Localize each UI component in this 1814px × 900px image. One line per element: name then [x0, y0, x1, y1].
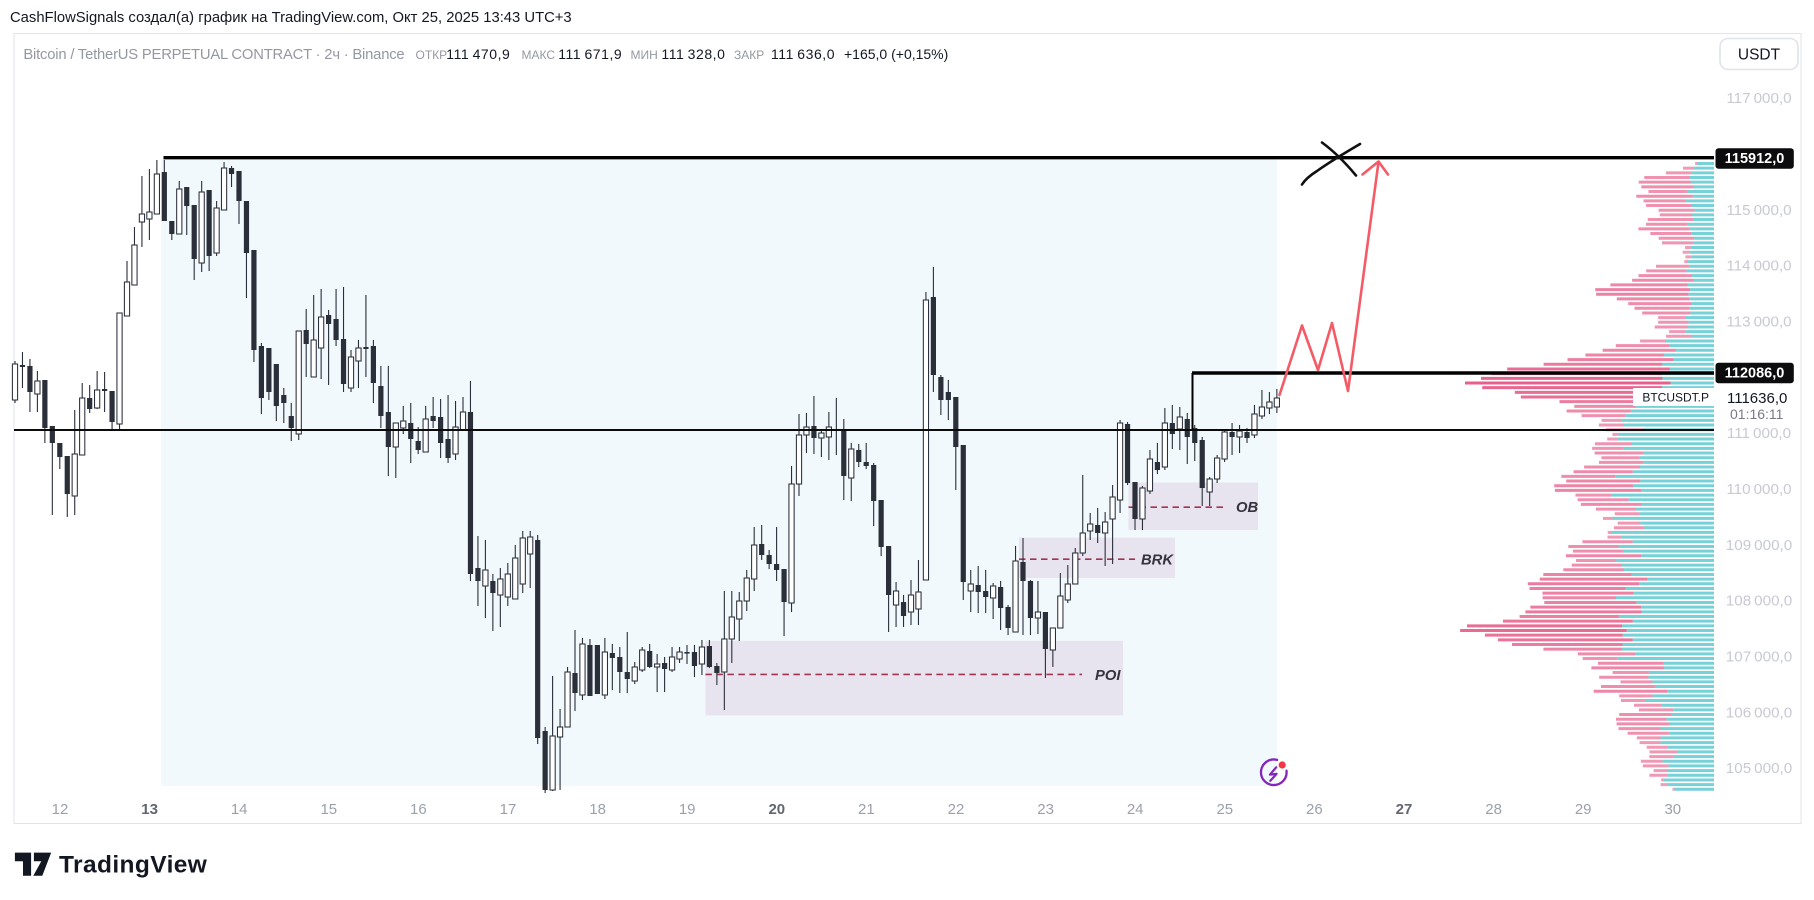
svg-text:30: 30	[1664, 801, 1681, 818]
svg-text:01:16:11: 01:16:11	[1730, 406, 1784, 422]
svg-text:107 000,0: 107 000,0	[1726, 649, 1792, 666]
svg-text:МИН: МИН	[631, 48, 658, 62]
svg-text:20: 20	[768, 801, 785, 818]
svg-text:24: 24	[1127, 801, 1144, 818]
svg-text:111 328,0: 111 328,0	[661, 46, 725, 62]
svg-text:111636,0: 111636,0	[1727, 390, 1787, 407]
svg-text:BRK: BRK	[1141, 553, 1174, 569]
svg-text:19: 19	[679, 801, 696, 818]
svg-text:113 000,0: 113 000,0	[1726, 314, 1791, 331]
svg-text:Bitcoin / TetherUS PERPETUAL C: Bitcoin / TetherUS PERPETUAL CONTRACT · …	[23, 47, 404, 63]
svg-text:106 000,0: 106 000,0	[1726, 704, 1792, 721]
svg-text:21: 21	[858, 801, 875, 818]
svg-text:POI: POI	[1095, 668, 1121, 684]
svg-text:115 000,0: 115 000,0	[1726, 202, 1791, 219]
svg-text:ОТКР: ОТКР	[416, 48, 448, 62]
svg-text:26: 26	[1306, 801, 1323, 818]
svg-text:114 000,0: 114 000,0	[1726, 258, 1791, 275]
svg-text:108 000,0: 108 000,0	[1726, 593, 1792, 610]
svg-text:112086,0: 112086,0	[1725, 366, 1785, 382]
svg-text:27: 27	[1396, 801, 1413, 818]
svg-text:110 000,0: 110 000,0	[1726, 481, 1791, 498]
svg-text:111 470,9: 111 470,9	[446, 46, 510, 62]
svg-text:22: 22	[948, 801, 965, 818]
svg-text:OB: OB	[1236, 500, 1259, 516]
svg-text:115912,0: 115912,0	[1725, 151, 1785, 167]
svg-text:ЗАКР: ЗАКР	[734, 48, 764, 62]
svg-text:117 000,0: 117 000,0	[1726, 90, 1791, 107]
svg-text:13: 13	[141, 801, 158, 818]
svg-text:14: 14	[231, 801, 248, 818]
svg-text:111 671,9: 111 671,9	[558, 46, 622, 62]
svg-text:105 000,0: 105 000,0	[1726, 760, 1792, 777]
svg-text:111 636,0: 111 636,0	[771, 46, 835, 62]
svg-text:18: 18	[589, 801, 606, 818]
svg-text:17: 17	[500, 801, 517, 818]
svg-text:МАКС: МАКС	[522, 48, 556, 62]
svg-text:15: 15	[320, 801, 337, 818]
svg-text:+165,0 (+0,15%): +165,0 (+0,15%)	[844, 46, 948, 62]
svg-text:CashFlowSignals создал(а) граф: CashFlowSignals создал(а) график на Trad…	[10, 10, 572, 26]
svg-text:12: 12	[52, 801, 69, 818]
svg-text:29: 29	[1575, 801, 1592, 818]
svg-text:25: 25	[1216, 801, 1233, 818]
svg-text:BTCUSDT.P: BTCUSDT.P	[1642, 391, 1709, 405]
svg-text:USDT: USDT	[1738, 47, 1781, 64]
svg-text:111 000,0: 111 000,0	[1727, 425, 1791, 442]
svg-text:109 000,0: 109 000,0	[1726, 537, 1792, 554]
svg-text:28: 28	[1485, 801, 1502, 818]
svg-text:TradingView: TradingView	[59, 852, 208, 879]
svg-text:16: 16	[410, 801, 427, 818]
svg-text:23: 23	[1037, 801, 1054, 818]
